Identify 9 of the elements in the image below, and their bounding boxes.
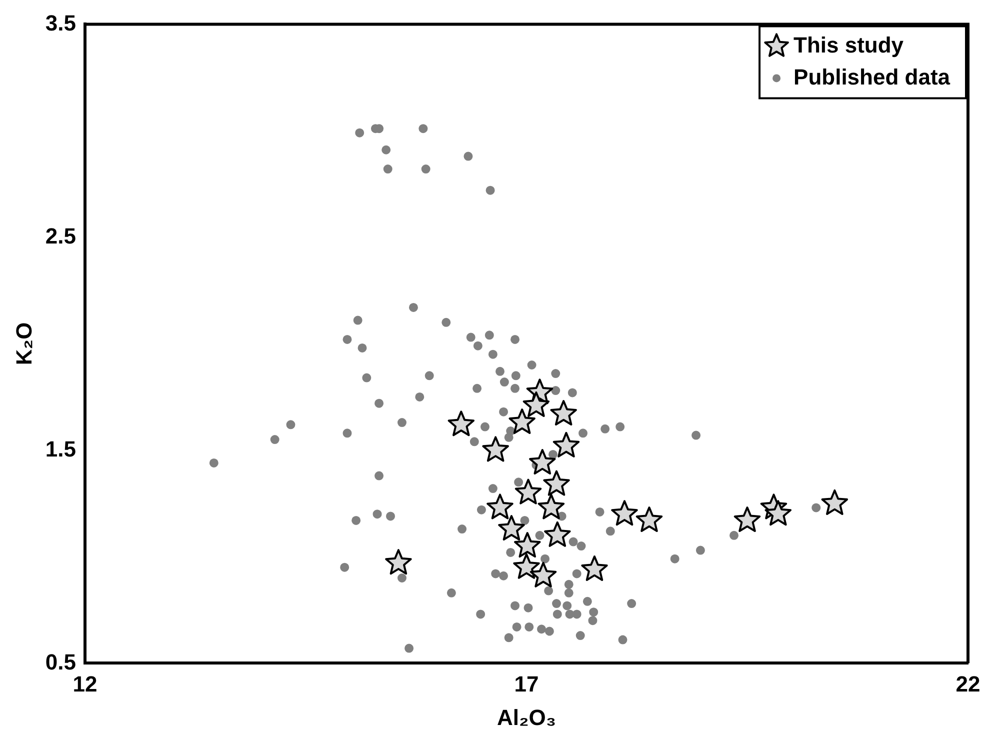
- y-axis-title: K₂O: [11, 322, 36, 366]
- legend-label: Published data: [794, 64, 951, 90]
- x-tick-label: 17: [514, 671, 539, 696]
- y-tick-label: 3.5: [45, 10, 76, 36]
- y-tick-label: 2.5: [45, 223, 76, 248]
- x-axis-title: Al₂O₃: [496, 704, 556, 730]
- x-tick-label: 22: [956, 671, 980, 696]
- legend-label: This study: [794, 32, 904, 58]
- y-tick-label: 1.5: [45, 436, 76, 462]
